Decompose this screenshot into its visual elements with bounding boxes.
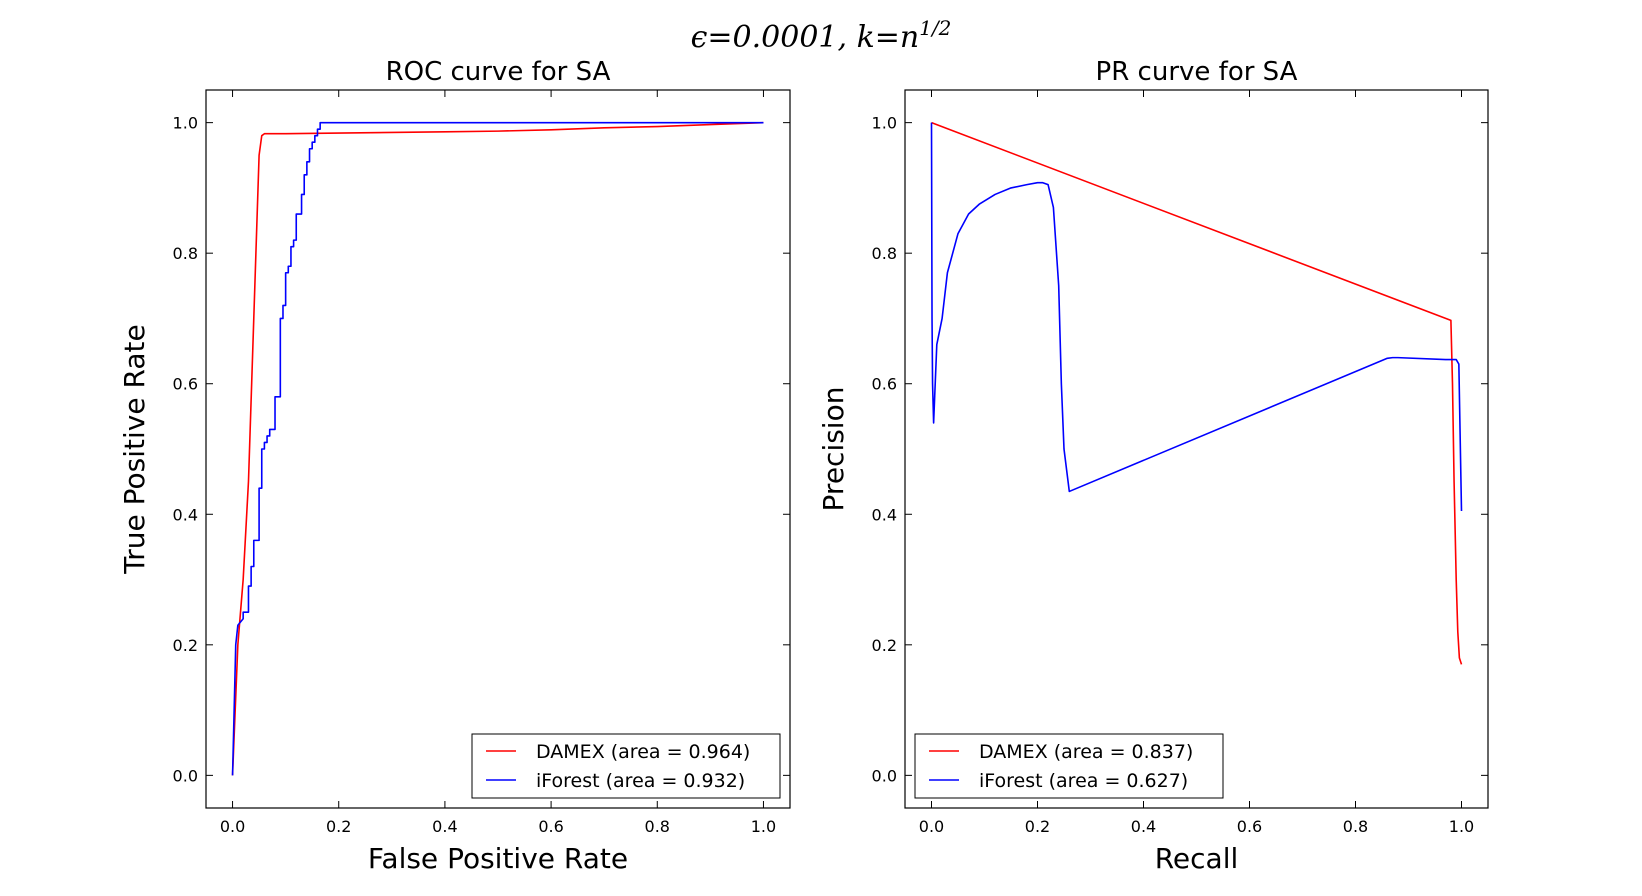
pr-legend-label-iforest: iForest (area = 0.627)	[979, 770, 1188, 792]
roc-series-line-iforest	[231, 121, 764, 776]
roc-y-tick-label: 0.6	[173, 375, 198, 394]
roc-x-tick-label: 0.4	[432, 817, 457, 836]
pr-legend-label-damex: DAMEX (area = 0.837)	[979, 741, 1193, 763]
pr-y-tick-label: 0.4	[872, 505, 897, 524]
roc-x-tick-label: 1.0	[751, 817, 776, 836]
roc-legend: DAMEX (area = 0.964) iForest (area = 0.93…	[471, 733, 781, 799]
pr-chart: PR curve for SA 0.0 0.2 0.4 0.6 0.8 1.0 0.0 0.2 0…	[817, 57, 1489, 875]
pr-y-tick-label: 0.6	[872, 375, 897, 394]
pr-series-line-iforest	[930, 122, 1463, 512]
pr-y-axis-label: Precision	[817, 387, 850, 512]
pr-x-tick-label: 0.0	[919, 817, 944, 836]
roc-x-tick-label: 0.0	[220, 817, 245, 836]
pr-legend-box	[914, 733, 1224, 799]
pr-series-line-damex	[931, 121, 1463, 665]
pr-y-tick-label: 0.0	[872, 766, 897, 785]
roc-y-tick-label: 0.0	[173, 766, 198, 785]
figure-suptitle-main: ϵ=0.0001, k=n	[691, 20, 920, 55]
roc-x-tick-label: 0.8	[645, 817, 670, 836]
pr-x-tick-label: 1.0	[1449, 817, 1474, 836]
pr-axes-frame	[904, 89, 1489, 809]
pr-x-axis-label: Recall	[1155, 842, 1239, 875]
roc-x-tick-label: 0.6	[538, 817, 563, 836]
pr-x-tick-label: 0.2	[1025, 817, 1050, 836]
roc-x-axis-label: False Positive Rate	[368, 842, 628, 875]
pr-x-tick-label: 0.6	[1237, 817, 1262, 836]
roc-y-tick-label: 0.8	[173, 244, 198, 263]
pr-y-tick-label: 1.0	[872, 114, 897, 133]
roc-x-tick-label: 0.2	[326, 817, 351, 836]
roc-y-tick-label: 0.4	[173, 505, 198, 524]
pr-y-tick-label: 0.2	[872, 636, 897, 655]
pr-legend: DAMEX (area = 0.837) iForest (area = 0.62…	[914, 733, 1224, 799]
roc-legend-box	[471, 733, 781, 799]
roc-y-tick-label: 0.2	[173, 636, 198, 655]
figure-suptitle-superscript: 1/2	[919, 16, 951, 40]
roc-y-tick-label: 1.0	[173, 114, 198, 133]
pr-chart-title: PR curve for SA	[1096, 57, 1298, 87]
roc-legend-label-iforest: iForest (area = 0.932)	[536, 770, 745, 792]
pr-x-tick-label: 0.8	[1343, 817, 1368, 836]
roc-chart-title: ROC curve for SA	[386, 57, 611, 87]
roc-chart: ROC curve for SA 0.0 0.2 0.4 0.6 0.8 1.0 0.0 0.2…	[118, 57, 791, 875]
pr-x-tick-label: 0.4	[1131, 817, 1156, 836]
roc-axes-frame	[205, 89, 791, 809]
roc-series-line-damex	[231, 121, 764, 776]
roc-legend-label-damex: DAMEX (area = 0.964)	[536, 741, 750, 763]
roc-y-axis-label: True Positive Rate	[118, 324, 151, 574]
pr-y-tick-label: 0.8	[872, 244, 897, 263]
figure-suptitle: ϵ=0.0001, k=n1/2	[691, 16, 952, 55]
